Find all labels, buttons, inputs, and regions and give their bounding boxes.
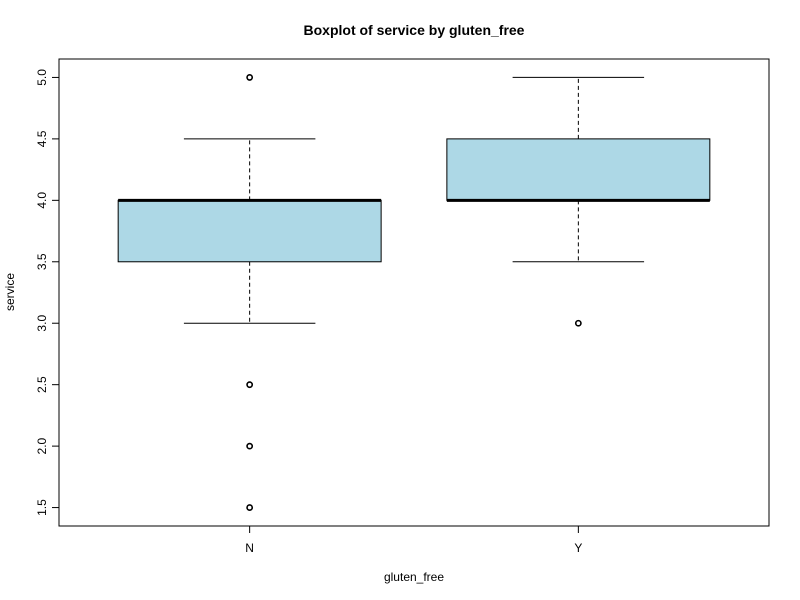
box-group-Y — [446, 76, 711, 327]
x-tick-label: N — [245, 541, 254, 555]
y-tick-label: 5.0 — [35, 69, 49, 86]
outlier-point — [246, 442, 254, 450]
outlier-point — [574, 319, 582, 327]
y-tick-label: 1.5 — [35, 499, 49, 516]
y-axis-label: service — [3, 273, 17, 311]
box-iqr — [117, 199, 382, 263]
y-tick-label: 2.0 — [35, 437, 49, 454]
y-tick-label: 3.5 — [35, 253, 49, 270]
x-tick-label: Y — [574, 541, 582, 555]
box-iqr — [446, 138, 711, 201]
boxes — [117, 74, 711, 511]
chart-title: Boxplot of service by gluten_free — [304, 22, 525, 38]
outlier-point — [246, 381, 254, 389]
box-group-N — [117, 74, 382, 511]
y-tick-label: 2.5 — [35, 376, 49, 393]
y-axis: 1.5 2.0 2.5 3.0 3.5 4.0 4.5 5.0 — [35, 69, 59, 516]
y-tick-label: 4.5 — [35, 130, 49, 147]
x-axis-label: gluten_free — [384, 570, 444, 584]
plot-frame — [58, 58, 770, 527]
outlier-point — [246, 74, 254, 81]
outlier-point — [246, 504, 254, 511]
y-tick-label: 4.0 — [35, 192, 49, 209]
y-tick-label: 3.0 — [35, 315, 49, 332]
